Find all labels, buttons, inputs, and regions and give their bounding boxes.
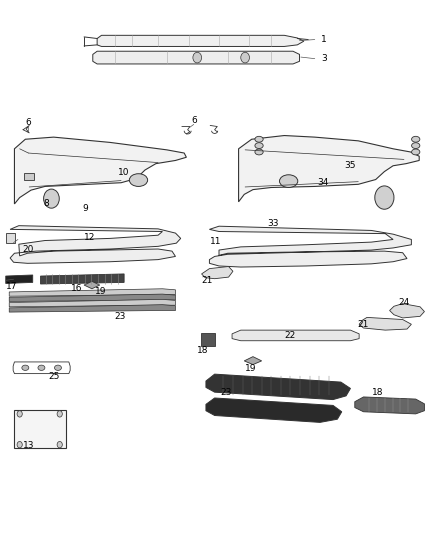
Text: 1: 1 [321, 35, 327, 44]
Polygon shape [9, 305, 176, 312]
Text: 16: 16 [71, 284, 82, 293]
Text: 22: 22 [284, 331, 295, 340]
Text: 13: 13 [23, 441, 34, 450]
Text: 10: 10 [118, 167, 130, 176]
Text: 12: 12 [84, 233, 95, 243]
Polygon shape [232, 330, 359, 341]
Ellipse shape [279, 175, 298, 188]
Polygon shape [14, 137, 186, 204]
Text: 6: 6 [191, 116, 197, 125]
Polygon shape [206, 398, 342, 422]
Text: 25: 25 [49, 372, 60, 381]
Bar [201, 333, 215, 346]
Bar [6, 233, 15, 243]
Ellipse shape [129, 174, 148, 187]
Ellipse shape [255, 136, 263, 142]
Ellipse shape [255, 143, 263, 149]
Text: 19: 19 [95, 287, 106, 296]
Text: 24: 24 [398, 298, 410, 307]
Polygon shape [206, 374, 350, 400]
Ellipse shape [412, 136, 420, 142]
Ellipse shape [412, 143, 420, 149]
Text: 23: 23 [114, 312, 125, 321]
Text: 23: 23 [220, 388, 231, 397]
Text: 19: 19 [244, 364, 256, 373]
Text: 18: 18 [372, 388, 384, 397]
Ellipse shape [54, 365, 61, 370]
Polygon shape [244, 357, 261, 365]
Text: 11: 11 [210, 237, 221, 246]
Polygon shape [93, 51, 300, 64]
Circle shape [375, 186, 394, 209]
Ellipse shape [255, 149, 263, 155]
Ellipse shape [412, 149, 420, 155]
Polygon shape [359, 317, 411, 330]
Polygon shape [9, 300, 176, 307]
Text: 21: 21 [358, 320, 369, 329]
Text: 20: 20 [22, 245, 34, 254]
Polygon shape [9, 289, 176, 296]
Text: 8: 8 [43, 199, 49, 208]
Bar [24, 173, 35, 180]
Circle shape [44, 189, 59, 208]
Polygon shape [41, 274, 124, 284]
Circle shape [17, 411, 22, 417]
Bar [14, 410, 66, 448]
Ellipse shape [38, 365, 45, 370]
Text: 18: 18 [197, 346, 208, 355]
Polygon shape [209, 226, 411, 267]
Text: 34: 34 [318, 178, 329, 187]
Circle shape [241, 52, 250, 63]
Text: 33: 33 [268, 219, 279, 228]
Text: 9: 9 [82, 204, 88, 213]
Text: 21: 21 [201, 276, 212, 285]
Polygon shape [355, 397, 424, 414]
Text: 6: 6 [25, 118, 31, 127]
Circle shape [57, 411, 62, 417]
Circle shape [193, 52, 201, 63]
Polygon shape [201, 266, 233, 279]
Circle shape [57, 441, 62, 448]
Ellipse shape [22, 365, 29, 370]
Text: 17: 17 [6, 282, 17, 291]
Text: 3: 3 [321, 54, 327, 63]
Polygon shape [10, 225, 181, 263]
Polygon shape [6, 275, 33, 284]
Polygon shape [84, 281, 100, 289]
Polygon shape [239, 135, 419, 202]
Polygon shape [97, 35, 304, 46]
Circle shape [17, 441, 22, 448]
Text: 35: 35 [344, 161, 355, 170]
Polygon shape [9, 294, 176, 302]
Polygon shape [390, 304, 424, 318]
